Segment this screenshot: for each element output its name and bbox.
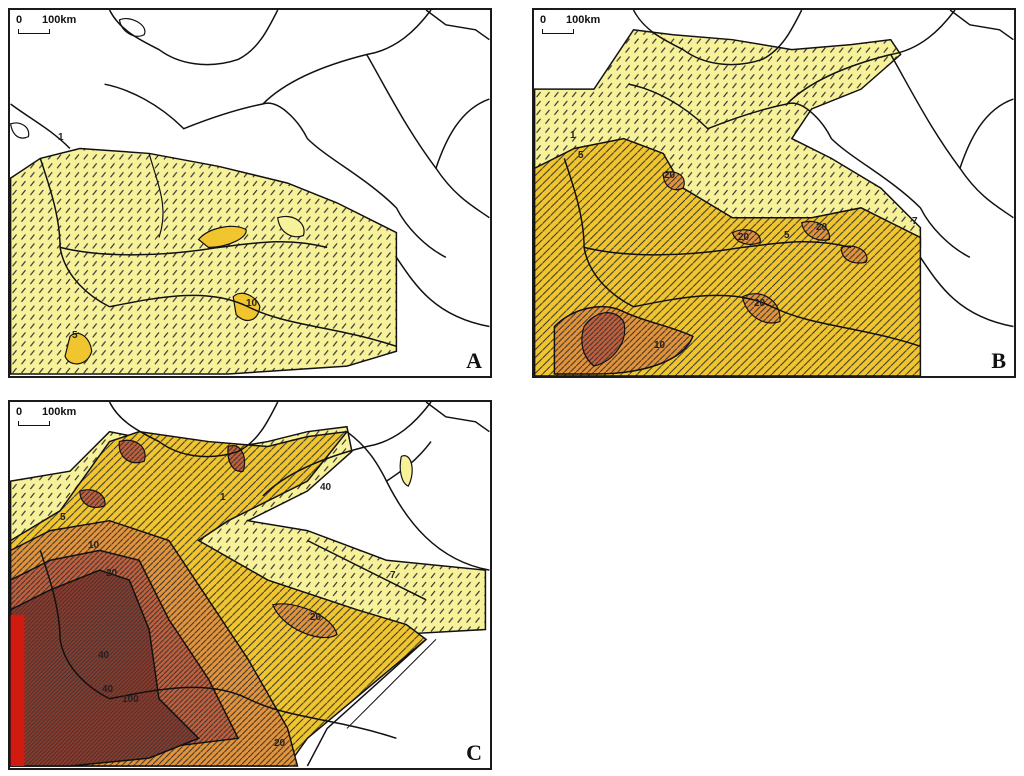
contour-label: 7 xyxy=(390,570,396,581)
border-line xyxy=(307,539,427,601)
border-line xyxy=(959,98,1014,169)
contour-label: 5 xyxy=(578,150,584,161)
border-line xyxy=(59,240,328,256)
border-line xyxy=(435,98,490,169)
border-line xyxy=(633,294,921,348)
zone-40-area xyxy=(10,569,200,767)
panel-label-c: C xyxy=(466,740,482,765)
zone-10-patch xyxy=(731,229,761,245)
coastline xyxy=(632,10,803,66)
scale-zero-label: 0 xyxy=(16,406,23,418)
contour-label: 20 xyxy=(274,738,286,749)
scale-distance-label: 100km xyxy=(42,14,77,26)
border-line xyxy=(10,103,71,150)
scale-zero-label: 0 xyxy=(540,14,547,26)
scale-bar: 0 100km xyxy=(540,14,630,36)
contour-label: 40 xyxy=(102,684,114,695)
contour-label: 7 xyxy=(912,216,918,227)
border-line xyxy=(583,240,852,256)
contour-label: 5 xyxy=(784,230,790,241)
map-panel-b: 0 100km 1 5 7 10 20 5 20 20 20 B xyxy=(532,8,1016,378)
border-line xyxy=(306,638,427,767)
zone-10-patch xyxy=(271,603,338,639)
island xyxy=(399,455,413,487)
zone-5-patch xyxy=(277,215,305,238)
map-b-svg xyxy=(534,10,1014,376)
contour-label: 1 xyxy=(220,492,226,503)
zone-20-patch xyxy=(227,444,246,472)
border-line xyxy=(346,639,437,729)
border-line xyxy=(425,402,490,433)
scale-bar: 0 100km xyxy=(16,14,106,36)
border-line xyxy=(109,294,397,348)
zone-20-patch xyxy=(581,312,626,367)
zone-max-strip xyxy=(10,614,25,767)
coastline xyxy=(108,402,279,458)
scale-bar: 0 100km xyxy=(16,406,106,428)
map-c-svg xyxy=(10,402,490,767)
border-line xyxy=(148,153,164,238)
island xyxy=(10,122,30,139)
border-line xyxy=(385,480,490,571)
map-panel-a: 0 100km 1 5 10 A xyxy=(8,8,492,378)
border-line xyxy=(890,54,1014,219)
zone-20-patch xyxy=(79,489,106,508)
coastline xyxy=(104,83,447,258)
contour-label: 100 xyxy=(122,694,139,705)
island xyxy=(118,18,146,37)
contour-label: 10 xyxy=(654,340,666,351)
zone-10-patch xyxy=(840,245,868,264)
contour-label: 10 xyxy=(246,298,258,309)
zone-10-patch xyxy=(741,293,781,324)
coastline xyxy=(262,10,432,105)
border-line xyxy=(425,10,490,41)
panel-label-b: B xyxy=(991,348,1006,373)
contour-label: 1 xyxy=(570,130,576,141)
contour-label: 40 xyxy=(98,650,110,661)
contour-label: 10 xyxy=(88,540,100,551)
coastline xyxy=(108,10,279,66)
scale-distance-label: 100km xyxy=(566,14,601,26)
zone-10-patch xyxy=(801,220,830,241)
panel-label-a: A xyxy=(466,348,482,373)
coastline xyxy=(628,83,971,258)
coastline xyxy=(346,431,432,483)
border-line xyxy=(395,256,490,328)
contour-label: 20 xyxy=(738,232,750,243)
border-line xyxy=(366,54,490,219)
contour-label: 1 xyxy=(58,132,64,143)
scale-zero-label: 0 xyxy=(16,14,23,26)
scale-distance-label: 100km xyxy=(42,406,77,418)
coastline xyxy=(262,402,432,497)
contour-label: 20 xyxy=(664,170,676,181)
contour-label: 40 xyxy=(320,482,332,493)
contour-label: 5 xyxy=(72,330,78,341)
border-line xyxy=(949,10,1014,41)
scale-line xyxy=(542,29,574,34)
zone-5-patch xyxy=(232,292,261,322)
contour-label: 20 xyxy=(754,298,766,309)
border-line xyxy=(109,686,397,740)
zone-20-patch xyxy=(118,439,146,464)
zone-10-patch xyxy=(662,171,685,191)
zone-5-patch xyxy=(197,225,247,248)
scale-line xyxy=(18,29,50,34)
zone-1-area xyxy=(10,147,398,375)
contour-label: 20 xyxy=(310,612,322,623)
border-line xyxy=(39,550,110,700)
map-a-svg xyxy=(10,10,490,375)
map-panel-c: 0 100km 1 5 10 20 40 20 40 100 20 7 40 C xyxy=(8,400,492,770)
contour-label: 20 xyxy=(816,222,828,233)
coastline xyxy=(786,10,956,105)
contour-label: 20 xyxy=(106,568,118,579)
contour-label: 5 xyxy=(60,512,66,523)
scale-line xyxy=(18,421,50,426)
border-line xyxy=(919,256,1014,328)
zone-5-patch xyxy=(64,332,93,365)
